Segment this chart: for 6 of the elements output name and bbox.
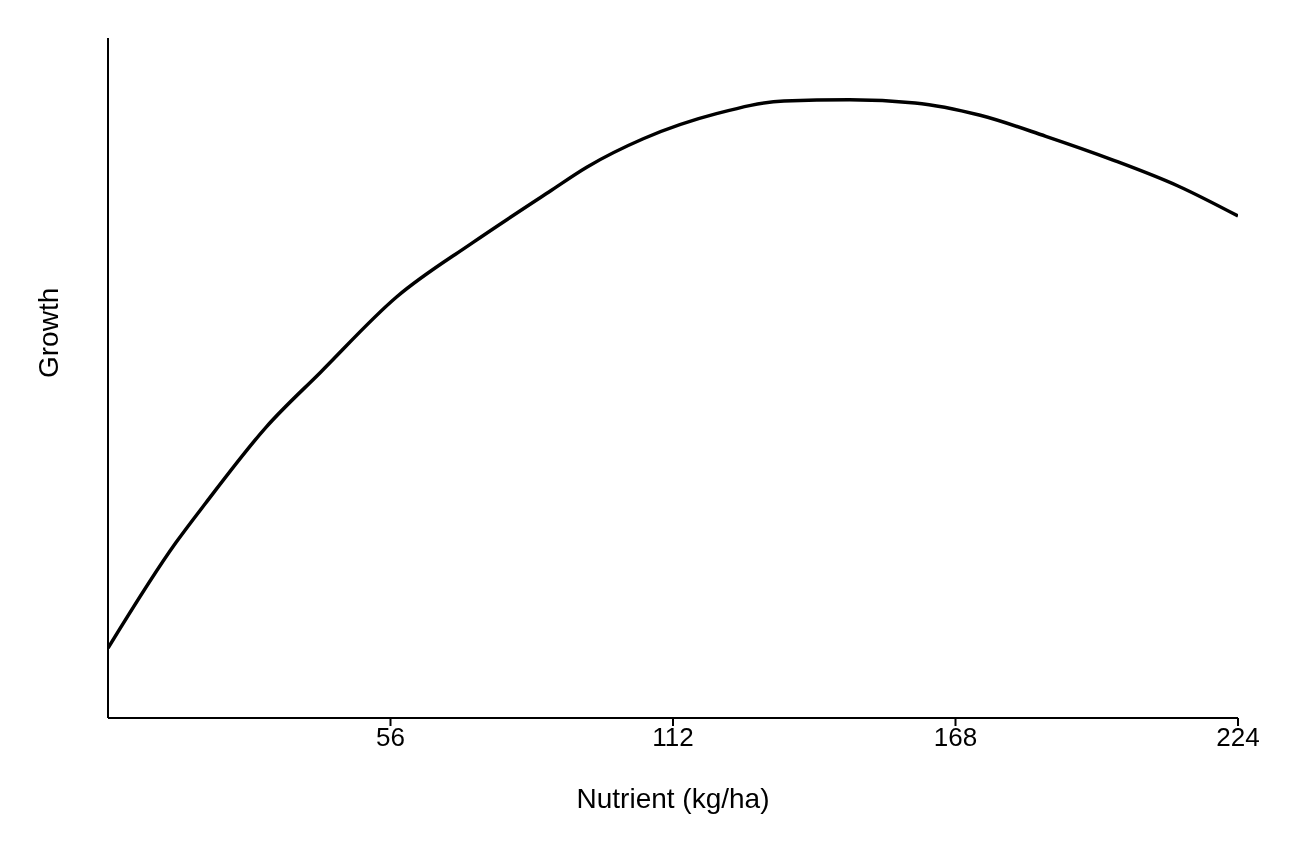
x-tick-label: 224 bbox=[1216, 722, 1260, 753]
x-tick-label: 56 bbox=[376, 722, 405, 753]
x-tick-label: 112 bbox=[652, 722, 694, 753]
y-axis-title: Growth bbox=[32, 287, 64, 378]
x-axis-title: Nutrient (kg/ha) bbox=[576, 783, 770, 814]
x-tick-label: 168 bbox=[933, 722, 978, 753]
